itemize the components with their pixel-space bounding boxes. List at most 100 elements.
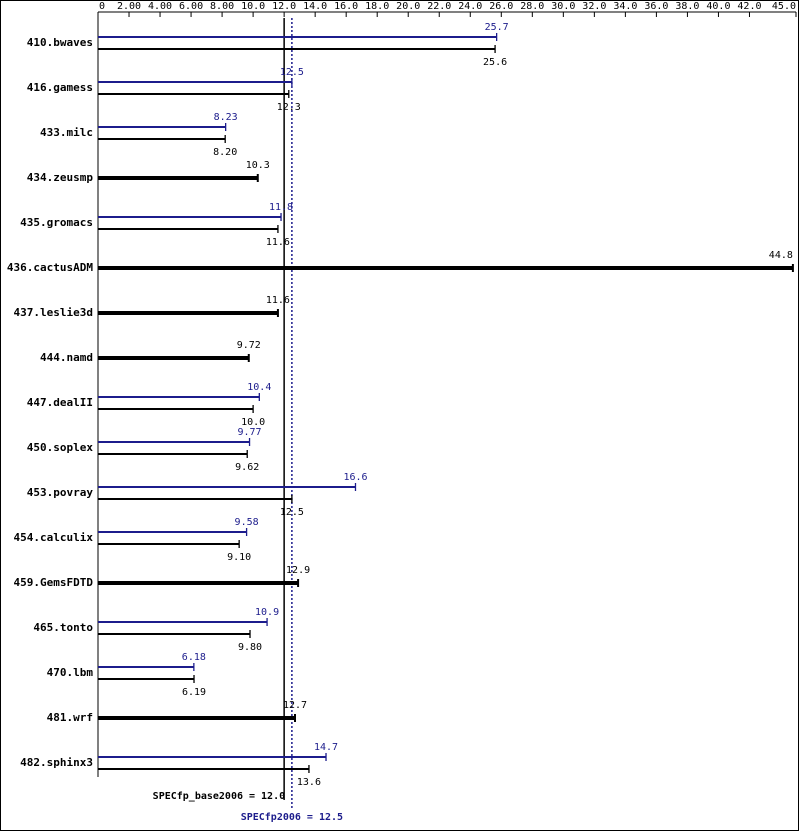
bar [98, 266, 793, 270]
x-tick-label: 38.0 [675, 1, 699, 12]
value-label: 8.20 [213, 147, 237, 158]
value-label: 10.0 [241, 417, 265, 428]
category-label: 459.GemsFDTD [14, 576, 94, 589]
bar [98, 93, 289, 95]
bar [98, 716, 295, 720]
category-label: 453.povray [27, 486, 94, 499]
value-label: 10.9 [255, 607, 279, 618]
category-label: 482.sphinx3 [20, 756, 93, 769]
x-tick-label: 22.0 [427, 1, 451, 12]
category-label: 465.tonto [33, 621, 93, 634]
x-tick-label: 2.00 [117, 1, 141, 12]
bar [98, 228, 278, 230]
category-label: 435.gromacs [20, 216, 93, 229]
value-label: 9.58 [235, 517, 259, 528]
bar [98, 486, 356, 488]
value-label: 8.23 [214, 112, 238, 123]
bar [98, 543, 240, 545]
x-tick-label: 30.0 [551, 1, 575, 12]
x-tick-label: 0 [99, 1, 105, 12]
value-label: 12.5 [280, 507, 304, 518]
value-label: 25.6 [483, 57, 507, 68]
bar [98, 666, 194, 668]
bar [98, 311, 278, 315]
x-tick-label: 34.0 [613, 1, 637, 12]
bar [98, 498, 292, 500]
value-label: 11.8 [269, 202, 293, 213]
category-label: 454.calculix [14, 531, 94, 544]
value-label: 16.6 [343, 472, 367, 483]
x-tick-label: 6.00 [179, 1, 203, 12]
value-label: 6.18 [182, 652, 206, 663]
value-label: 6.19 [182, 687, 206, 698]
bar [98, 356, 249, 360]
x-tick-label: 8.00 [210, 1, 234, 12]
bar [98, 126, 226, 128]
x-tick-label: 45.0 [772, 1, 796, 12]
category-label: 437.leslie3d [14, 306, 93, 319]
value-label: 13.6 [297, 777, 321, 788]
bar [98, 36, 497, 38]
reference-label: SPECfp_base2006 = 12.0 [153, 791, 285, 802]
category-label: 410.bwaves [27, 36, 93, 49]
x-tick-label: 12.0 [272, 1, 296, 12]
value-label: 9.72 [237, 340, 261, 351]
category-label: 450.soplex [27, 441, 94, 454]
x-tick-label: 24.0 [458, 1, 482, 12]
category-label: 481.wrf [47, 711, 93, 724]
bar [98, 441, 250, 443]
x-tick-label: 20.0 [396, 1, 420, 12]
value-label: 9.62 [235, 462, 259, 473]
value-label: 9.80 [238, 642, 262, 653]
x-tick-label: 40.0 [706, 1, 730, 12]
x-tick-label: 14.0 [303, 1, 327, 12]
category-label: 447.dealII [27, 396, 93, 409]
x-tick-label: 42.0 [737, 1, 761, 12]
x-tick-label: 18.0 [365, 1, 389, 12]
value-label: 9.10 [227, 552, 251, 563]
x-tick-label: 28.0 [520, 1, 544, 12]
bar [98, 453, 248, 455]
bar [98, 48, 496, 50]
x-tick-label: 16.0 [334, 1, 358, 12]
x-tick-label: 10.0 [241, 1, 265, 12]
bar [98, 216, 282, 218]
bar [98, 678, 195, 680]
bar [98, 633, 251, 635]
bar [98, 768, 309, 770]
category-label: 444.namd [40, 351, 93, 364]
value-label: 9.77 [237, 427, 261, 438]
category-label: 416.gamess [27, 81, 93, 94]
value-label: 12.7 [283, 700, 307, 711]
bar [98, 621, 268, 623]
x-tick-label: 4.00 [148, 1, 172, 12]
x-tick-label: 32.0 [582, 1, 606, 12]
value-label: 11.6 [266, 295, 290, 306]
bar [98, 396, 260, 398]
category-label: 434.zeusmp [27, 171, 94, 184]
category-label: 436.cactusADM [7, 261, 93, 274]
bar [98, 531, 247, 533]
value-label: 25.7 [485, 22, 509, 33]
value-label: 12.3 [277, 102, 301, 113]
bar [98, 81, 292, 83]
value-label: 10.4 [247, 382, 271, 393]
bar [98, 756, 327, 758]
value-label: 14.7 [314, 742, 338, 753]
bar [98, 408, 254, 410]
bar [98, 176, 258, 180]
value-label: 11.6 [266, 237, 290, 248]
bar [98, 581, 299, 585]
x-tick-label: 26.0 [489, 1, 513, 12]
value-label: 12.5 [280, 67, 304, 78]
category-label: 433.milc [40, 126, 93, 139]
value-label: 10.3 [246, 160, 270, 171]
reference-label: SPECfp2006 = 12.5 [241, 812, 343, 823]
bar [98, 138, 226, 140]
category-label: 470.lbm [47, 666, 94, 679]
value-label: 12.9 [286, 565, 310, 576]
value-label: 44.8 [769, 250, 793, 261]
